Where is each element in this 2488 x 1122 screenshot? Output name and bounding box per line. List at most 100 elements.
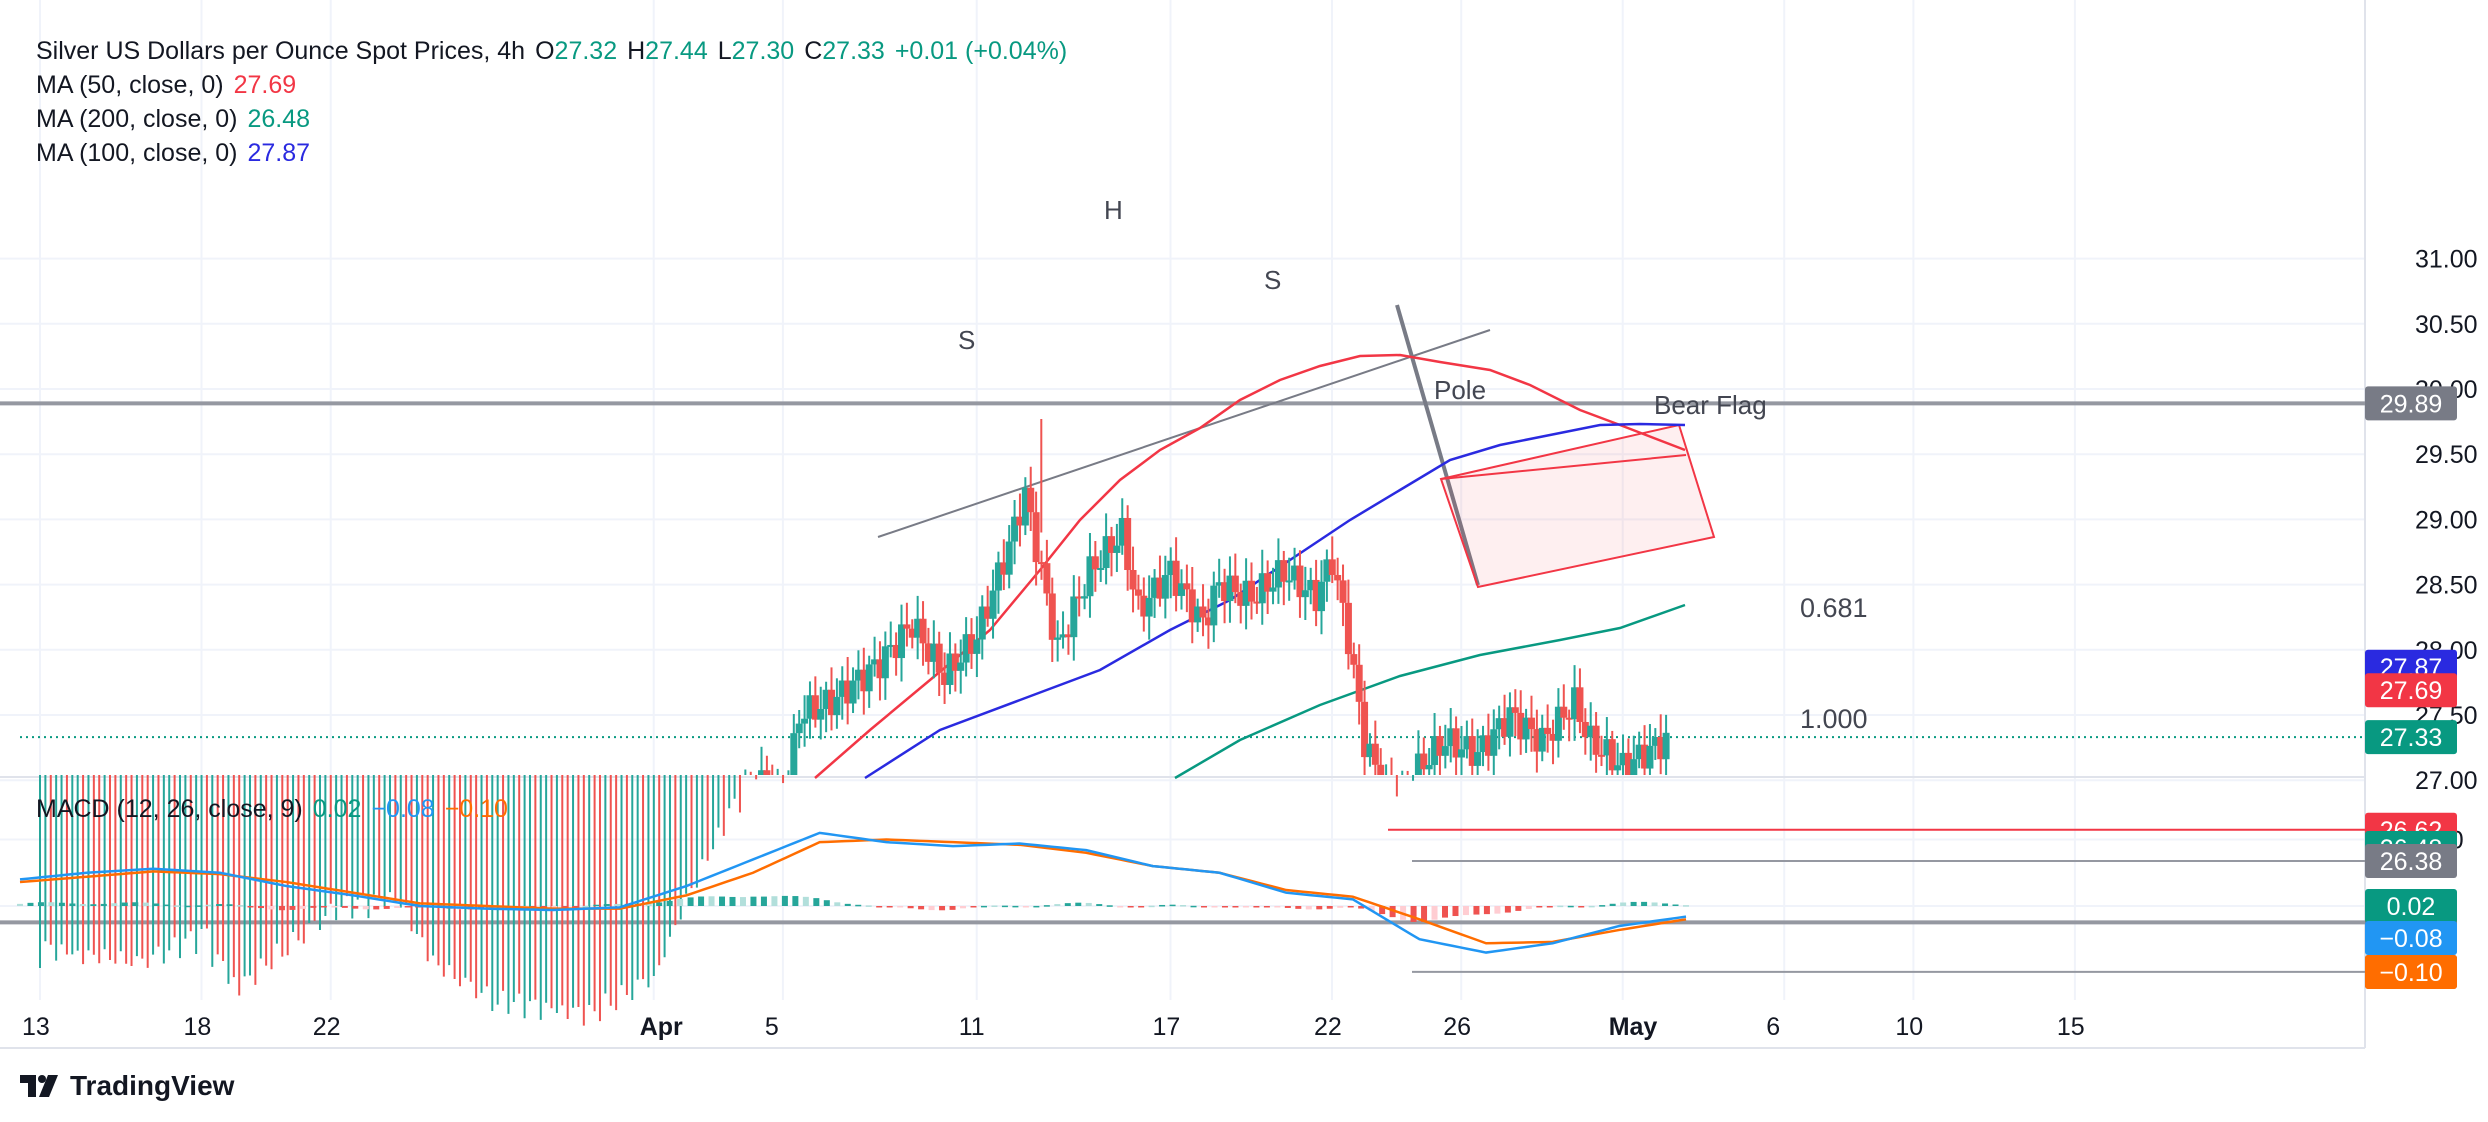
macd-histogram-bar [352, 906, 359, 909]
tradingview-logo-text: TradingView [70, 1070, 235, 1101]
symbol-title: Silver US Dollars per Ounce Spot Prices,… [36, 37, 526, 65]
macd-histogram-bar [1180, 905, 1187, 907]
macd-histogram-bar [1452, 906, 1459, 917]
candle-body [1081, 596, 1089, 599]
candle-body [1420, 753, 1428, 770]
macd-histogram-bar [886, 906, 893, 908]
candle-body [1194, 606, 1202, 623]
candle-body [1054, 637, 1062, 640]
macd-histogram-bar [823, 900, 830, 906]
macd-histogram-bar [1379, 906, 1386, 915]
candle-body [1377, 764, 1385, 775]
candle-body [1258, 573, 1266, 604]
ma50-label: MA (50, close, 0) [36, 71, 224, 99]
candle-body [914, 618, 922, 638]
candle-body [1167, 560, 1175, 576]
macd-histogram-bar [1117, 906, 1124, 908]
candle-body [1328, 559, 1336, 575]
candle-body [1016, 516, 1024, 526]
candle-body [1463, 736, 1471, 750]
fib-1000-label: 1.000 [1800, 704, 1868, 734]
candle-body [1554, 706, 1562, 741]
macd-histogram-bar [802, 896, 809, 906]
candle-body [1490, 729, 1498, 756]
candle-body [849, 680, 857, 704]
macd-histogram-bar [1368, 906, 1375, 912]
neckline [877, 329, 1491, 538]
tradingview-logo[interactable]: TradingView [20, 1070, 234, 1102]
macd-histogram-bar [750, 896, 757, 906]
macd-histogram-bar [205, 904, 212, 907]
candle-body [817, 708, 825, 720]
candle-body [865, 664, 873, 692]
macd-histogram-bar [1295, 906, 1302, 909]
macd-histogram-bar [907, 906, 914, 909]
macd-histogram-bar [582, 905, 589, 908]
candle-body [1296, 565, 1304, 598]
candle-body [1210, 585, 1218, 626]
time-axis-tick-label: 15 [2057, 1013, 2085, 1041]
macd-histogram-bar [540, 906, 547, 908]
macd-histogram-bar [593, 904, 600, 907]
candle-body [984, 606, 992, 619]
candle-body [1431, 736, 1439, 766]
candle-body [1414, 753, 1422, 775]
candle-body [1285, 580, 1293, 583]
candle-body [1274, 560, 1282, 588]
macd-histogram-bar [876, 906, 883, 908]
candle-body [1511, 707, 1519, 713]
macd-histogram-bar [341, 906, 348, 908]
macd-histogram-bar [970, 906, 977, 908]
macd-histogram-bar [918, 906, 925, 910]
macd-histogram-bar [1305, 906, 1312, 910]
macd-histogram-bar [1127, 906, 1134, 908]
candle-body [1657, 737, 1665, 760]
macd-histogram-bar [299, 906, 306, 909]
macd-histogram-bar [1609, 903, 1616, 906]
ma100-legend: MA (100, close, 0) 27.87 [36, 138, 320, 168]
price-tags: 29.8927.8727.6927.3326.6226.4826.3825.91… [2365, 386, 2457, 989]
low-label: L [717, 37, 732, 65]
candle-body [1662, 732, 1670, 760]
candle-body [1113, 545, 1121, 553]
candle-body [1032, 512, 1040, 563]
candle-body [1086, 556, 1094, 597]
macd-histogram-bar [739, 897, 746, 906]
macd-histogram-bar [1347, 906, 1354, 908]
candle-body [1226, 575, 1234, 602]
macd-histogram-bar [1284, 906, 1291, 908]
candle-body [1204, 617, 1212, 626]
macd-signal-value: −0.10 [444, 795, 508, 823]
shoulder-right-label: S [1264, 265, 1281, 295]
macd-histogram-bar [268, 906, 275, 910]
macd-histogram-bar [1337, 906, 1344, 908]
macd-histogram-bar [991, 905, 998, 908]
candle-body [1544, 727, 1552, 734]
candle-body [828, 689, 836, 716]
candle-body [1140, 595, 1148, 617]
macd-histogram-bar [310, 906, 317, 908]
macd-histogram-bar [1169, 904, 1176, 907]
candle-body [1614, 765, 1622, 771]
macd-histogram-bar [1557, 905, 1564, 908]
macd-histogram-bar [1274, 906, 1281, 908]
candle-body [1506, 707, 1514, 737]
candle-body [887, 644, 895, 647]
macd-histogram-bar [1578, 906, 1585, 908]
candle-body [1425, 765, 1433, 770]
candle-body [1560, 706, 1568, 718]
candle-body [1043, 563, 1051, 594]
macd-histogram-bar [1085, 902, 1092, 906]
macd-histogram-bar [1504, 906, 1511, 913]
candle-body [1161, 575, 1169, 599]
ma200-value: 26.48 [247, 105, 311, 133]
macd-histogram-bar [897, 906, 904, 908]
candle-body [1361, 701, 1369, 758]
candle-body [935, 643, 943, 673]
macd-pane [17, 831, 1689, 954]
candle-body [1059, 634, 1067, 638]
macd-histogram-bar [928, 906, 935, 911]
macd-histogram-bar [1106, 905, 1113, 907]
time-axis-tick-label: 6 [1766, 1013, 1780, 1041]
macd-histogram-bar [142, 902, 149, 906]
